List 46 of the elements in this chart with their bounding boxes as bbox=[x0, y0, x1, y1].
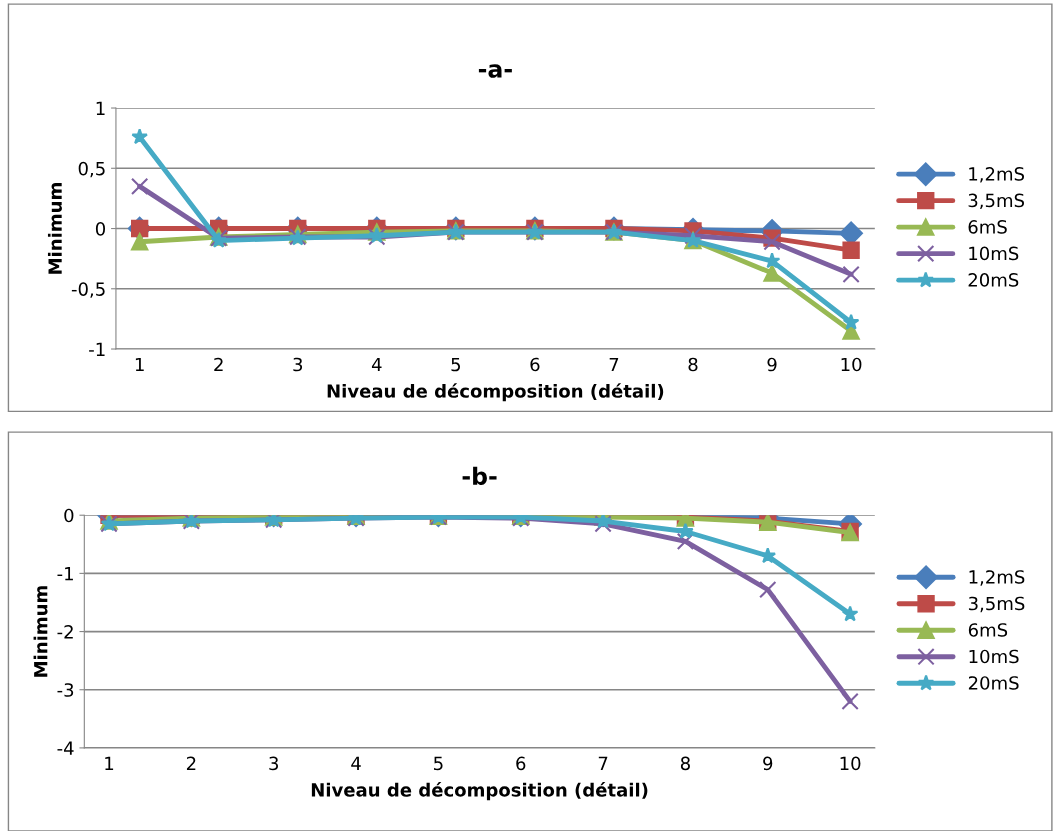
legend-label: 6mS bbox=[968, 220, 1007, 234]
x-tick-label: 4 bbox=[351, 756, 361, 770]
y-tick-label: -2 bbox=[57, 625, 73, 639]
legend-label: 20mS bbox=[968, 676, 1019, 690]
x-tick-label: 2 bbox=[186, 756, 196, 770]
x-axis-title: Niveau de décomposition (détail) bbox=[311, 782, 648, 801]
x-tick-label: 1 bbox=[105, 756, 114, 770]
x-tick-label: 8 bbox=[688, 357, 698, 372]
legend-label: 10mS bbox=[969, 649, 1019, 664]
legend-label: 3,5mS bbox=[968, 596, 1025, 613]
y-tick-label: -1 bbox=[57, 567, 73, 581]
legend-label: 10mS bbox=[969, 246, 1019, 261]
x-tick-label: 5 bbox=[434, 756, 443, 771]
y-tick-label: -1 bbox=[89, 342, 105, 356]
x-tick-label: 8 bbox=[680, 756, 690, 771]
chart-title: -a- bbox=[478, 64, 512, 78]
y-tick-label: -0,5 bbox=[71, 282, 105, 298]
y-axis-title: Minimum bbox=[33, 586, 48, 677]
y-tick-label: 0 bbox=[95, 221, 106, 236]
chart-title: -b- bbox=[462, 466, 497, 485]
legend-label: 6mS bbox=[968, 623, 1008, 637]
x-tick-label: 1 bbox=[135, 357, 144, 372]
x-tick-label: 5 bbox=[451, 357, 461, 372]
x-tick-label: 10 bbox=[840, 756, 861, 771]
legend-label: 20mS bbox=[968, 273, 1019, 287]
legend-label: 3,5mS bbox=[968, 193, 1025, 210]
x-tick-label: 7 bbox=[609, 357, 619, 372]
x-tick-label: 7 bbox=[598, 756, 608, 770]
y-tick-label: 1 bbox=[96, 101, 105, 115]
y-tick-label: 0,5 bbox=[78, 161, 105, 178]
x-tick-label: 6 bbox=[530, 357, 540, 372]
x-tick-label: 10 bbox=[841, 357, 862, 372]
x-tick-label: 3 bbox=[269, 756, 279, 771]
x-tick-label: 9 bbox=[767, 357, 777, 372]
y-tick-label: -4 bbox=[57, 741, 74, 755]
x-axis-title: Niveau de décomposition (détail) bbox=[327, 383, 664, 402]
y-tick-label: 0 bbox=[64, 508, 74, 523]
x-tick-label: 6 bbox=[516, 756, 526, 771]
legend-label: 1,2mS bbox=[969, 167, 1025, 183]
x-tick-label: 4 bbox=[371, 357, 382, 372]
x-tick-label: 3 bbox=[293, 357, 303, 372]
legend-label: 1,2mS bbox=[969, 570, 1025, 586]
x-tick-label: 2 bbox=[214, 357, 223, 372]
x-tick-label: 9 bbox=[763, 756, 773, 771]
y-axis-title: Minimum bbox=[47, 183, 62, 274]
y-tick-label: -3 bbox=[57, 683, 74, 697]
